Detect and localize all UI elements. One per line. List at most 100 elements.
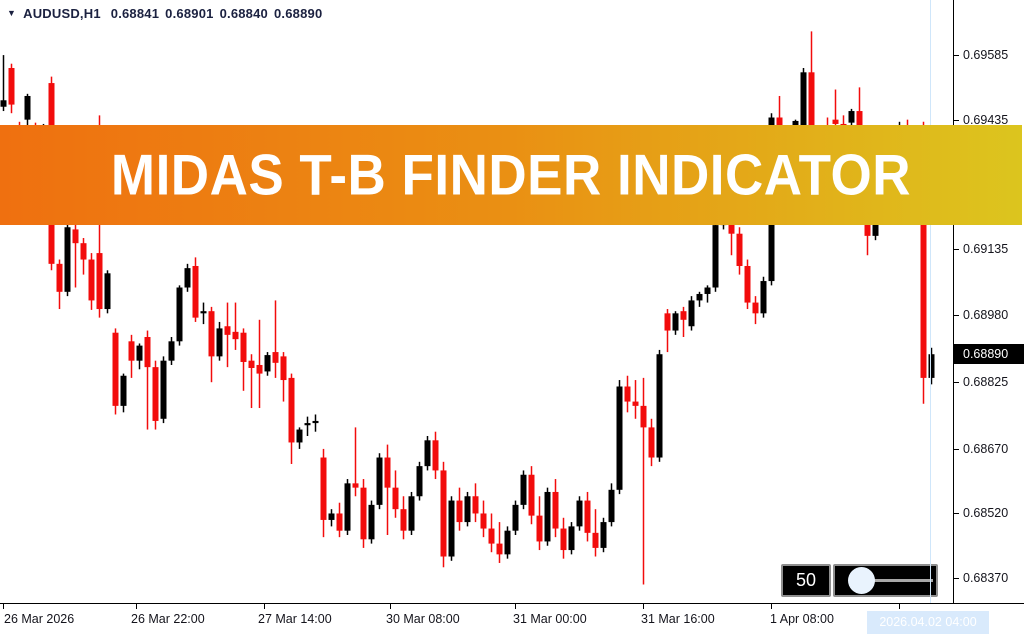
candle-body: [216, 328, 223, 357]
price-axis-label: 0.68980: [963, 308, 1009, 322]
candle-body: [136, 345, 143, 361]
time-tick: [264, 604, 265, 609]
vertical-gridline: [930, 0, 931, 603]
symbol-timeframe-label: AUDUSD,H1: [23, 6, 101, 21]
candle-body: [616, 386, 623, 490]
current-time-badge: 2026.04.02 04:00: [867, 611, 989, 634]
candle-body: [192, 265, 199, 318]
price-axis-label: 0.68825: [963, 375, 1009, 389]
time-axis-label: 31 Mar 00:00: [513, 612, 587, 626]
slider-track-line: [863, 579, 933, 582]
slider-knob-icon[interactable]: [848, 567, 875, 594]
candle-body: [56, 263, 63, 292]
candle-body: [496, 543, 503, 555]
candle-body: [456, 500, 463, 523]
candle-body: [536, 515, 543, 542]
price-axis-label: 0.69135: [963, 242, 1009, 256]
slider-track[interactable]: [833, 564, 938, 597]
candle-body: [224, 326, 231, 335]
time-tick: [771, 604, 772, 609]
banner-title: MIDAS T-B FINDER INDICATOR: [110, 143, 912, 207]
candle-body: [600, 522, 607, 548]
current-price-badge: 0.68890: [953, 344, 1024, 364]
candle-body: [704, 287, 711, 294]
time-tick: [3, 604, 4, 609]
chart-header: ▼ AUDUSD,H1 0.68841 0.68901 0.68840 0.68…: [7, 6, 322, 21]
candle-body: [448, 500, 455, 557]
candle-body: [240, 332, 247, 362]
slider-value[interactable]: 50: [781, 564, 831, 597]
candle-body: [352, 483, 359, 488]
candle-body: [368, 504, 375, 540]
price-tick: [953, 449, 959, 450]
candle-body: [280, 356, 287, 381]
ohlc-low-value: 0.68840: [219, 6, 268, 21]
time-axis-label: 26 Mar 22:00: [131, 612, 205, 626]
candle-body: [632, 401, 639, 406]
price-axis-label: 0.68370: [963, 571, 1009, 585]
ohlc-open-value: 0.68841: [110, 6, 160, 21]
time-tick: [899, 604, 900, 609]
candle-body: [680, 311, 687, 320]
candle-body: [752, 302, 759, 314]
ohlc-high-value: 0.68901: [165, 6, 214, 21]
candle-body: [376, 457, 383, 505]
period-slider-control: 50: [781, 564, 938, 597]
candle-body: [408, 496, 415, 531]
candle-body: [512, 504, 519, 531]
candle-body: [176, 287, 183, 342]
price-tick: [953, 513, 959, 514]
candle-body: [736, 233, 743, 266]
candle-body: [672, 313, 679, 331]
collapse-ohlc-icon[interactable]: ▼: [7, 7, 17, 18]
candle-body: [800, 72, 807, 127]
price-tick: [953, 382, 959, 383]
candle-body: [424, 440, 431, 467]
candle-body: [152, 367, 159, 421]
candle-body: [24, 95, 31, 120]
price-axis-label: 0.69435: [963, 113, 1009, 127]
time-tick: [390, 604, 391, 609]
candle-body: [664, 313, 671, 331]
candle-body: [696, 293, 703, 301]
candle-body: [584, 500, 591, 533]
candle-body: [648, 427, 655, 458]
candle-body: [208, 311, 215, 357]
candle-body: [80, 243, 87, 260]
candle-body: [488, 528, 495, 544]
candle-body: [248, 360, 255, 368]
candle-body: [392, 487, 399, 510]
candle-body: [8, 68, 15, 105]
candle-body: [848, 111, 855, 123]
candle-body: [168, 341, 175, 361]
time-tick: [643, 604, 644, 609]
candle-body: [256, 364, 263, 374]
indicator-banner: MIDAS T-B FINDER INDICATOR: [0, 125, 1022, 225]
candle-body: [400, 509, 407, 531]
candle-body: [440, 470, 447, 557]
candle-body: [304, 423, 311, 426]
ohlc-close-value: 0.68890: [273, 6, 323, 21]
price-axis-label: 0.69585: [963, 48, 1009, 62]
candle-body: [160, 360, 167, 419]
candle-body: [320, 457, 327, 520]
candle-body: [528, 474, 535, 516]
time-axis-label: 31 Mar 16:00: [641, 612, 715, 626]
candle-body: [480, 513, 487, 529]
candle-body: [744, 265, 751, 303]
candle-body: [104, 273, 111, 310]
candle-body: [920, 130, 927, 378]
candle-body: [200, 311, 207, 314]
candle-body: [336, 513, 343, 531]
price-tick: [953, 249, 959, 250]
candle-body: [760, 281, 767, 314]
candle-body: [416, 466, 423, 497]
candle-body: [0, 100, 7, 107]
candle-body: [624, 386, 631, 402]
candle-body: [232, 331, 239, 340]
candle-body: [520, 474, 527, 505]
candle-body: [384, 457, 391, 488]
candle-body: [656, 354, 663, 458]
